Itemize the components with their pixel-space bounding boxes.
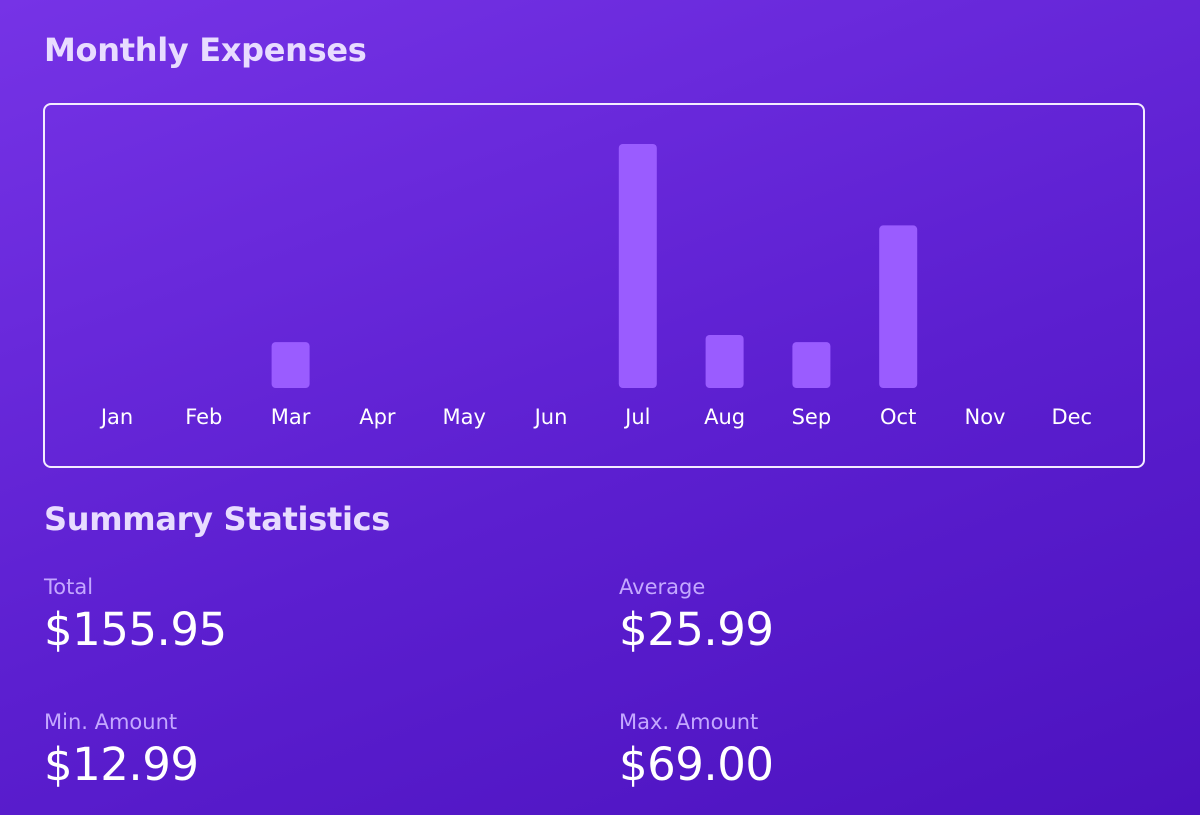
month-label-aug: Aug [704,405,745,429]
stat-max: Max. Amount $69.00 [619,710,1019,791]
stat-average-label: Average [619,575,706,599]
stat-max-value: $69.00 [619,738,774,791]
summary-title: Summary Statistics [44,500,391,538]
stat-min: Min. Amount $12.99 [44,710,444,791]
month-label-oct: Oct [880,405,916,429]
month-label-may: May [442,405,485,429]
stat-min-value: $12.99 [44,738,199,791]
bar-mar [271,342,310,388]
stat-average: Average $25.99 [619,575,1019,656]
bar-aug [705,335,744,388]
bar-jul [618,144,657,388]
month-label-jun: Jun [533,405,568,429]
stat-max-label: Max. Amount [619,710,759,734]
chart-title: Monthly Expenses [44,31,367,69]
bar-sep [792,342,831,388]
bar-oct [879,225,918,388]
stat-average-value: $25.99 [619,603,774,656]
month-label-dec: Dec [1051,405,1092,429]
stat-min-label: Min. Amount [44,710,178,734]
month-labels-group: Jan Feb Mar Apr May Jun Jul Aug Sep Oct Nov Dec [99,405,1092,429]
month-label-nov: Nov [965,405,1006,429]
month-label-mar: Mar [271,405,311,429]
month-label-jan: Jan [99,405,133,429]
month-label-jul: Jul [623,405,650,429]
month-label-sep: Sep [792,405,832,429]
stat-total-label: Total [44,575,94,599]
stat-total: Total $155.95 [44,575,444,656]
stat-total-value: $155.95 [44,603,227,656]
month-label-apr: Apr [359,405,396,429]
bar-chart: Jan Feb Mar Apr May Jun Jul Aug Sep Oct Nov Dec [99,144,1092,429]
bars-group [271,144,918,388]
month-label-feb: Feb [185,405,222,429]
chart-panel: Jan Feb Mar Apr May Jun Jul Aug Sep Oct Nov Dec [43,103,1145,468]
